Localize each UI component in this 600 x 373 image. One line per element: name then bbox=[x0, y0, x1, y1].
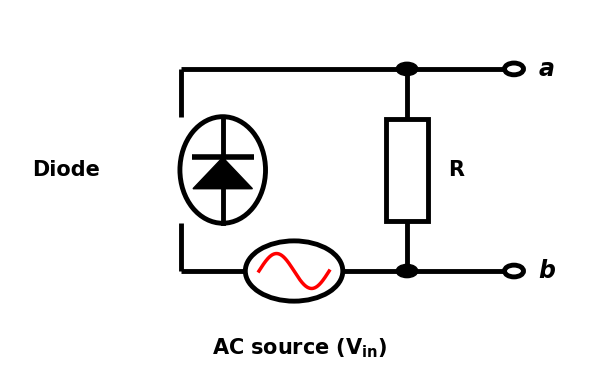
Text: a: a bbox=[538, 57, 554, 81]
Circle shape bbox=[396, 62, 418, 75]
Polygon shape bbox=[193, 157, 253, 189]
Text: b: b bbox=[538, 259, 555, 283]
Circle shape bbox=[396, 264, 418, 278]
Text: Diode: Diode bbox=[32, 160, 100, 180]
Text: R: R bbox=[449, 160, 464, 180]
Text: $\mathbf{AC\ source\ (V_{in})}$: $\mathbf{AC\ source\ (V_{in})}$ bbox=[212, 336, 388, 360]
Bar bbox=[386, 119, 428, 222]
